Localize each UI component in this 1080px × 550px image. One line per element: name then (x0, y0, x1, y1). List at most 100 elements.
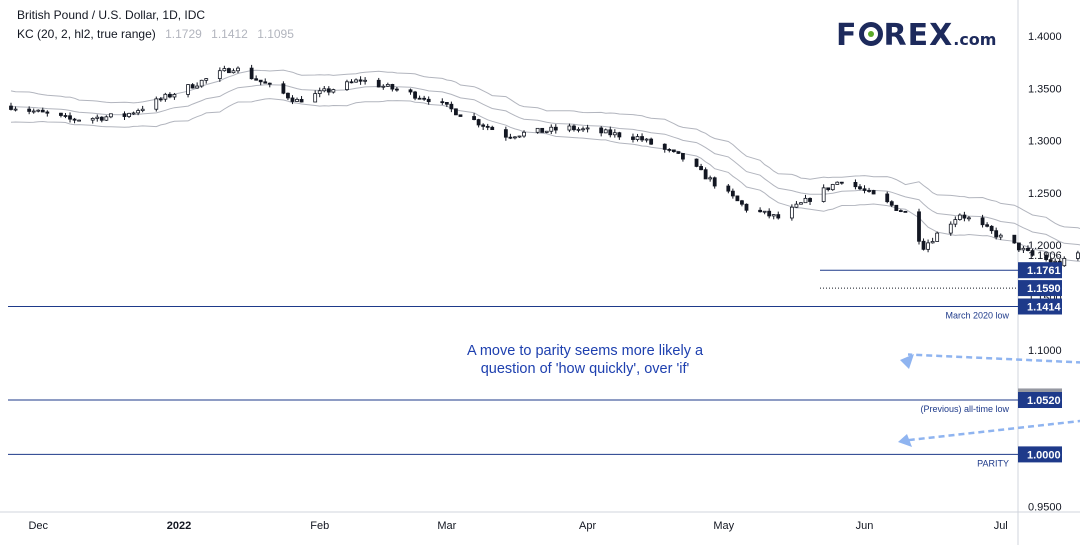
candle-body (1044, 254, 1049, 260)
y-tick-label: 1.1000 (1028, 345, 1062, 357)
candle-body (426, 98, 431, 103)
level-label-box[interactable] (1018, 262, 1062, 279)
x-tick-label: Jul (994, 520, 1008, 532)
candle-body (867, 190, 871, 192)
candle-body (72, 118, 77, 121)
candle-body (871, 190, 876, 195)
y-tick-label: 0.9500 (1028, 502, 1062, 514)
logo-o-icon (858, 22, 883, 46)
candle-body (77, 119, 81, 122)
candle-body (27, 108, 32, 112)
symbol-title: British Pound / U.S. Dollar, 1D, IDC (17, 8, 205, 22)
candle-body (953, 219, 958, 225)
candle-body (349, 81, 354, 84)
candle-body (1016, 242, 1021, 251)
candle-body (131, 112, 136, 115)
candle-body (290, 97, 295, 102)
candle-body (926, 242, 930, 250)
level-label: 1.1590 (1027, 283, 1061, 295)
candle-body (313, 93, 318, 103)
candle-body (140, 108, 145, 111)
candle-body (31, 110, 36, 113)
candle-body (803, 197, 808, 204)
candle-body (957, 214, 962, 220)
candle-body (567, 125, 572, 131)
candle-body (694, 158, 699, 167)
candle-body (740, 200, 744, 205)
candle-body (263, 81, 268, 84)
candle-body (440, 101, 445, 104)
candle-body (1048, 259, 1053, 263)
candle-body (730, 190, 735, 197)
candle-body (476, 119, 481, 126)
candle-body (608, 129, 613, 136)
candle-body (36, 109, 41, 112)
y-tick-label: 1.2500 (1028, 188, 1062, 200)
arrow-down-line (905, 419, 1080, 442)
candle-body (917, 211, 921, 242)
keltner-middle-band (10, 84, 1080, 246)
level-label: 1.0520 (1027, 395, 1061, 407)
candle-body (603, 129, 608, 134)
candle-body (417, 97, 422, 100)
candle-body (236, 67, 240, 72)
x-tick-label: Jun (856, 520, 874, 532)
candle-body (195, 85, 200, 89)
candle-body (962, 214, 967, 219)
candle-body (681, 153, 685, 160)
candle-body (481, 124, 486, 127)
arrow-up-line (907, 353, 1080, 364)
candle-body (839, 181, 844, 184)
candle-body (599, 127, 604, 134)
level-annotation: (Previous) all-time low (920, 404, 1009, 414)
candle-body (522, 131, 526, 137)
candle-body (158, 98, 163, 101)
x-tick-label: Dec (28, 520, 48, 532)
level-label-box[interactable] (1018, 392, 1062, 409)
candle-body (13, 108, 18, 111)
candle-body (199, 79, 204, 87)
candle-body (549, 126, 554, 132)
forex-logo: F REX.com (836, 18, 996, 53)
level-label-box[interactable] (1018, 298, 1062, 315)
candle-body (503, 129, 508, 138)
candle-body (227, 68, 231, 74)
candle-body (408, 89, 413, 93)
x-tick-label: May (713, 520, 734, 532)
candle-body (821, 187, 826, 202)
candle-body (326, 88, 331, 93)
candle-body (898, 210, 903, 212)
candle-body (808, 197, 812, 202)
candle-body (1076, 252, 1080, 259)
candle-body (544, 130, 549, 133)
candle-body (186, 84, 190, 95)
arrow-down-head (898, 434, 912, 447)
candle-body (640, 136, 644, 141)
candle-body (458, 114, 463, 117)
indicator-legend[interactable]: KC (20, 2, hl2, true range) 1.1729 1.141… (17, 27, 294, 41)
candle-body (517, 135, 522, 138)
candle-body (222, 68, 227, 72)
candle-body (1030, 250, 1035, 256)
candle-body (885, 193, 890, 203)
candle-body (9, 105, 13, 110)
candle-body (385, 84, 390, 87)
candle-body (513, 136, 517, 139)
candle-body (644, 138, 649, 141)
level-annotation: PARITY (977, 458, 1009, 468)
candle-body (540, 127, 545, 133)
candle-body (676, 151, 681, 154)
candle-body (667, 149, 672, 151)
candle-body (490, 126, 495, 131)
candle-body (190, 84, 195, 89)
candle-body (712, 177, 717, 187)
level-label-box[interactable] (1018, 280, 1062, 297)
symbol-title-text: British Pound / U.S. Dollar, 1D, IDC (17, 8, 206, 22)
candle-body (322, 88, 327, 92)
candle-body (649, 138, 654, 145)
level-label-box[interactable] (1018, 446, 1062, 463)
candle-body (1012, 234, 1017, 244)
x-tick-label: 2022 (167, 520, 191, 532)
